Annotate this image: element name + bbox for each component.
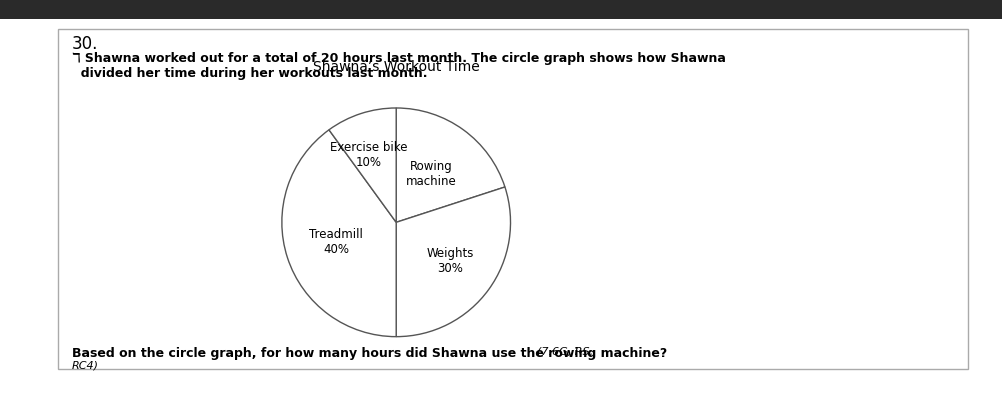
Text: Treadmill
40%: Treadmill 40% [310,228,363,256]
Text: Exercise bike
10%: Exercise bike 10% [330,141,407,169]
Text: Based on the circle graph, for how many hours did Shawna use the rowing machine?: Based on the circle graph, for how many … [72,347,671,360]
Bar [0,0,1002,19]
Wedge shape [396,187,510,337]
Text: Rowing
machine: Rowing machine [406,160,456,188]
Text: Weights
30%: Weights 30% [426,247,473,275]
Wedge shape [329,108,396,222]
Text: 30.: 30. [72,35,98,53]
Text: divided her time during her workouts last month.: divided her time during her workouts las… [72,67,427,80]
Wedge shape [282,130,396,337]
Wedge shape [396,108,504,222]
Text: (7.6G, RS,: (7.6G, RS, [536,347,592,357]
Text: ℸ Shawna worked out for a total of 20 hours last month. The circle graph shows h: ℸ Shawna worked out for a total of 20 ho… [72,52,725,65]
FancyBboxPatch shape [58,29,967,369]
Title: Shawna’s Workout Time: Shawna’s Workout Time [313,60,479,74]
Text: RC4): RC4) [72,361,99,371]
